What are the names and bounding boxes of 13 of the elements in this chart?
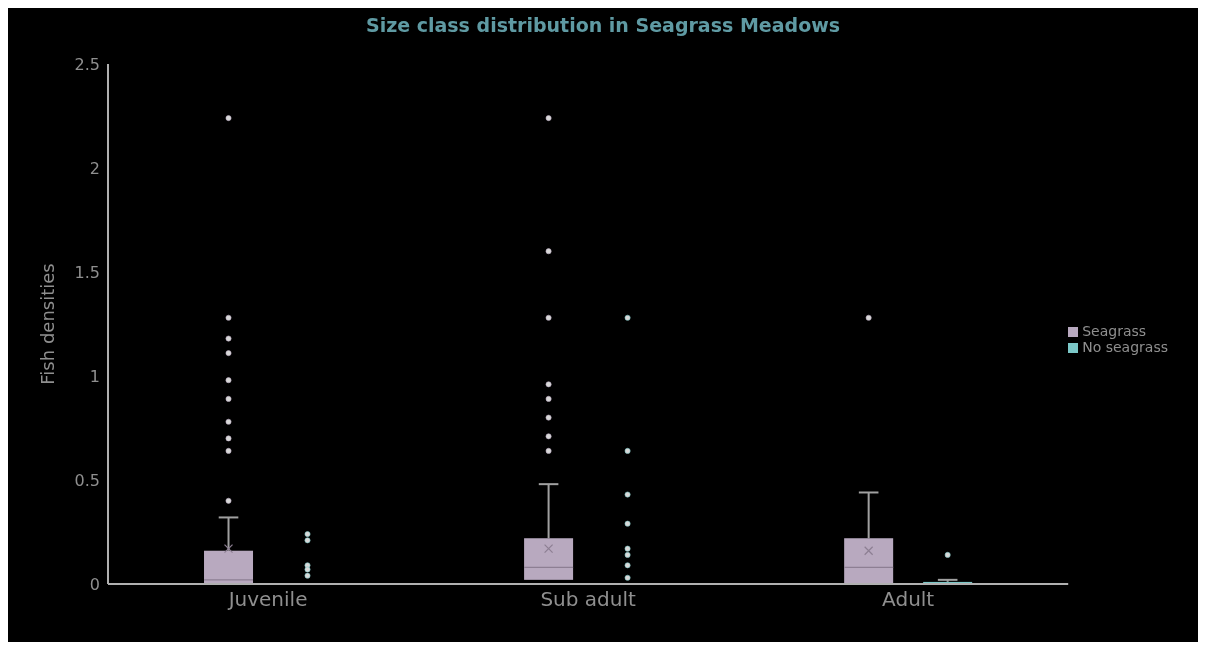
chart-title: Size class distribution in Seagrass Meadows xyxy=(364,14,842,36)
y-tick-label: 2.5 xyxy=(74,54,100,74)
y-tick-label: 1.5 xyxy=(74,262,100,282)
y-tick-label: 0.5 xyxy=(74,470,100,490)
x-tick-label: Adult xyxy=(882,587,935,612)
y-tick-label: 2 xyxy=(89,158,100,178)
legend-label: Seagrass xyxy=(1082,323,1147,339)
y-tick-label: 1 xyxy=(89,366,100,386)
y-axis-title: Fish densities xyxy=(37,263,59,385)
legend-label: No seagrass xyxy=(1082,339,1168,355)
x-tick-label: Juvenile xyxy=(226,587,308,612)
x-tick-label: Sub adult xyxy=(540,587,636,612)
y-tick-label: 0 xyxy=(89,574,100,594)
